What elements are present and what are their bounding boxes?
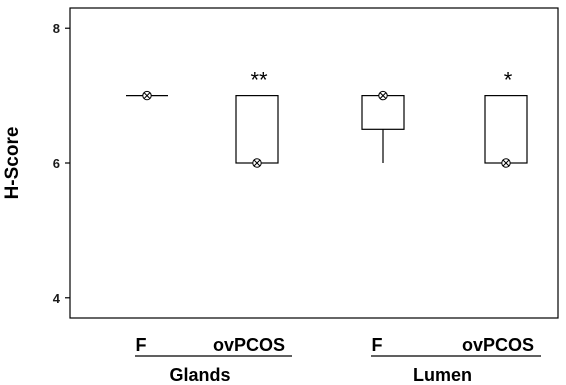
data-point-cross <box>502 159 510 167</box>
significance-label: * <box>504 68 513 93</box>
box-body <box>235 95 279 164</box>
y-tick-label: 4 <box>53 291 61 306</box>
box-series: ** * <box>126 68 528 168</box>
box-glands-ovpcos: ** <box>235 68 279 168</box>
y-axis-title: H-Score <box>2 127 23 200</box>
y-tick-label: 6 <box>53 156 60 171</box>
box-body <box>484 95 528 164</box>
box-glands-f <box>126 90 168 101</box>
y-tick-label: 8 <box>53 21 60 36</box>
x-tick-label: F <box>136 335 147 355</box>
box-lumen-ovpcos: * <box>484 68 528 168</box>
y-axis: 4 6 8 <box>53 21 70 306</box>
box-body <box>361 95 405 130</box>
significance-label: ** <box>250 68 268 93</box>
group-label: Lumen <box>413 365 472 385</box>
group-label: Glands <box>169 365 230 385</box>
data-point-cross <box>379 92 387 99</box>
box-lumen-f <box>361 90 405 163</box>
x-tick-label: ovPCOS <box>462 335 534 355</box>
x-tick-label: F <box>372 335 383 355</box>
data-point-cross <box>143 92 151 99</box>
x-tick-label: ovPCOS <box>213 335 285 355</box>
data-point-cross <box>253 159 261 167</box>
